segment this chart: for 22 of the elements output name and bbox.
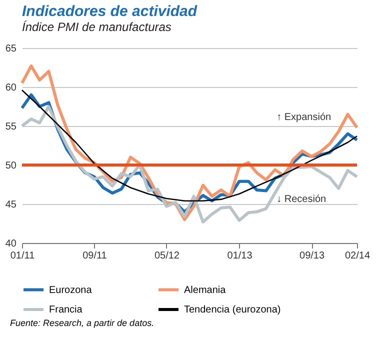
- x-tick-label: 01/11: [10, 250, 36, 262]
- annotation: ↓ Recesión: [276, 194, 326, 205]
- y-tick-label: 45: [5, 200, 17, 210]
- x-tick-label: 09/11: [82, 250, 108, 262]
- y-tick-label: 40: [5, 238, 17, 250]
- x-tick-label: 09/13: [300, 250, 325, 262]
- annotation: ↑ Expansión: [276, 112, 332, 123]
- y-tick-label: 50: [5, 160, 17, 172]
- x-tick-label: 02/14: [344, 250, 370, 262]
- y-tick-label: 55: [5, 122, 17, 132]
- legend-label: Eurozona: [49, 284, 92, 296]
- y-tick-label: 60: [5, 82, 17, 94]
- chart-subtitle: Índice PMI de manufacturas: [22, 20, 172, 34]
- x-tick-label: 05/12: [154, 250, 180, 262]
- legend-label: Tendencia (eurozona): [184, 304, 281, 316]
- line-series: [20, 105, 358, 224]
- legend-label: Alemania: [184, 284, 226, 296]
- source-note: Fuente: Research, a partir de datos.: [9, 318, 156, 328]
- legend-label: Francia: [49, 304, 83, 316]
- y-tick-label: 65: [5, 44, 17, 54]
- chart-title: Indicadores de actividad: [22, 3, 198, 20]
- x-tick-label: 01/13: [227, 250, 253, 262]
